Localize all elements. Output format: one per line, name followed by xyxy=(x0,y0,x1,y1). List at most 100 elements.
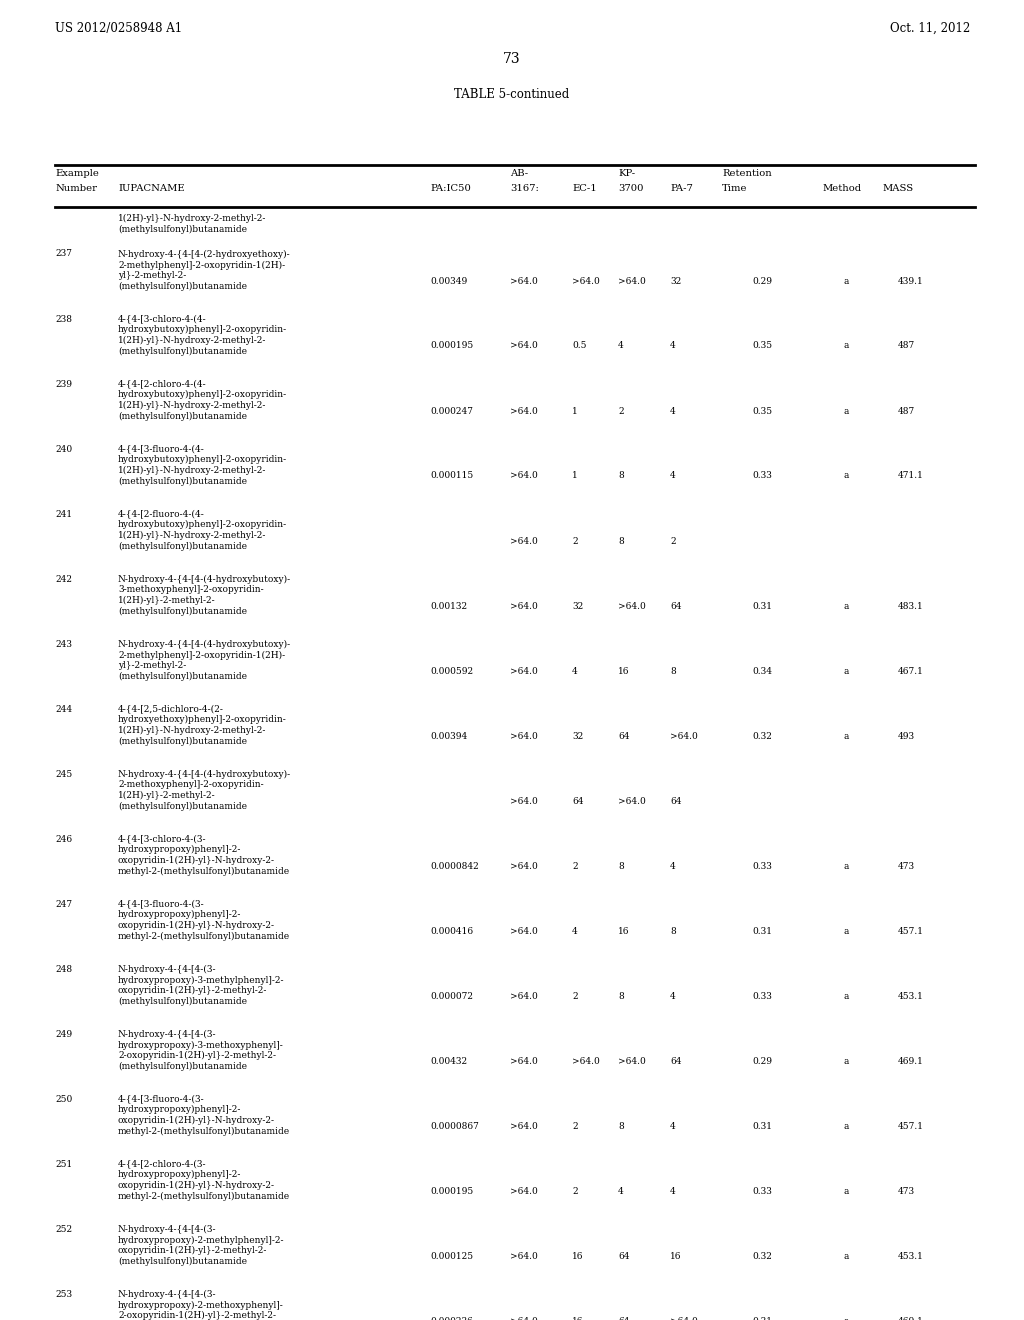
Text: N-hydroxy-4-{4-[4-(3-
hydroxypropoxy)-3-methylphenyl]-2-
oxopyridin-1(2H)-yl}-2-: N-hydroxy-4-{4-[4-(3- hydroxypropoxy)-3-… xyxy=(118,965,285,1006)
Text: 4-{4-[2-fluoro-4-(4-
hydroxybutoxy)phenyl]-2-oxopyridin-
1(2H)-yl}-N-hydroxy-2-m: 4-{4-[2-fluoro-4-(4- hydroxybutoxy)pheny… xyxy=(118,510,287,552)
Text: 3167:: 3167: xyxy=(510,185,539,193)
Text: 4: 4 xyxy=(670,1187,676,1196)
Text: a: a xyxy=(843,991,848,1001)
Text: 8: 8 xyxy=(670,927,676,936)
Text: 252: 252 xyxy=(55,1225,72,1233)
Text: 64: 64 xyxy=(572,796,584,805)
Text: N-hydroxy-4-{4-[4-(2-hydroxyethoxy)-
2-methylphenyl]-2-oxopyridin-1(2H)-
yl}-2-m: N-hydroxy-4-{4-[4-(2-hydroxyethoxy)- 2-m… xyxy=(118,249,291,292)
Text: 0.31: 0.31 xyxy=(752,1316,772,1320)
Text: >64.0: >64.0 xyxy=(510,471,538,480)
Text: 2: 2 xyxy=(670,536,676,545)
Text: 469.1: 469.1 xyxy=(898,1056,924,1065)
Text: 0.35: 0.35 xyxy=(752,407,772,416)
Text: MASS: MASS xyxy=(882,185,913,193)
Text: 0.31: 0.31 xyxy=(752,602,772,611)
Text: a: a xyxy=(843,1316,848,1320)
Text: 64: 64 xyxy=(618,1251,630,1261)
Text: 1: 1 xyxy=(572,471,578,480)
Text: a: a xyxy=(843,471,848,480)
Text: 469.1: 469.1 xyxy=(898,1316,924,1320)
Text: >64.0: >64.0 xyxy=(510,991,538,1001)
Text: 16: 16 xyxy=(670,1251,682,1261)
Text: 0.0000842: 0.0000842 xyxy=(430,862,479,870)
Text: a: a xyxy=(843,602,848,611)
Text: 457.1: 457.1 xyxy=(898,927,924,936)
Text: >64.0: >64.0 xyxy=(670,731,697,741)
Text: 8: 8 xyxy=(618,862,624,870)
Text: Number: Number xyxy=(55,185,97,193)
Text: a: a xyxy=(843,731,848,741)
Text: 240: 240 xyxy=(55,445,72,454)
Text: 439.1: 439.1 xyxy=(898,276,924,285)
Text: 4: 4 xyxy=(670,471,676,480)
Text: 0.000416: 0.000416 xyxy=(430,927,473,936)
Text: 1(2H)-yl}-N-hydroxy-2-methyl-2-
(methylsulfonyl)butanamide: 1(2H)-yl}-N-hydroxy-2-methyl-2- (methyls… xyxy=(118,214,266,234)
Text: 0.00132: 0.00132 xyxy=(430,602,467,611)
Text: 243: 243 xyxy=(55,639,72,648)
Text: 0.32: 0.32 xyxy=(752,731,772,741)
Text: 0.29: 0.29 xyxy=(752,276,772,285)
Text: 0.29: 0.29 xyxy=(752,1056,772,1065)
Text: 4: 4 xyxy=(670,862,676,870)
Text: 4: 4 xyxy=(572,667,578,676)
Text: 64: 64 xyxy=(670,602,682,611)
Text: a: a xyxy=(843,1187,848,1196)
Text: 16: 16 xyxy=(618,667,630,676)
Text: 0.35: 0.35 xyxy=(752,342,772,351)
Text: >64.0: >64.0 xyxy=(618,796,646,805)
Text: 253: 253 xyxy=(55,1290,72,1299)
Text: 2: 2 xyxy=(572,536,578,545)
Text: IUPACNAME: IUPACNAME xyxy=(118,185,184,193)
Text: a: a xyxy=(843,667,848,676)
Text: 0.000195: 0.000195 xyxy=(430,342,473,351)
Text: 471.1: 471.1 xyxy=(898,471,924,480)
Text: >64.0: >64.0 xyxy=(510,1316,538,1320)
Text: 248: 248 xyxy=(55,965,72,974)
Text: N-hydroxy-4-{4-[4-(4-hydroxybutoxy)-
2-methylphenyl]-2-oxopyridin-1(2H)-
yl}-2-m: N-hydroxy-4-{4-[4-(4-hydroxybutoxy)- 2-m… xyxy=(118,639,291,681)
Text: 467.1: 467.1 xyxy=(898,667,924,676)
Text: 8: 8 xyxy=(618,536,624,545)
Text: US 2012/0258948 A1: US 2012/0258948 A1 xyxy=(55,22,182,36)
Text: >64.0: >64.0 xyxy=(572,1056,600,1065)
Text: 238: 238 xyxy=(55,314,72,323)
Text: 64: 64 xyxy=(618,1316,630,1320)
Text: 244: 244 xyxy=(55,705,72,714)
Text: a: a xyxy=(843,276,848,285)
Text: 8: 8 xyxy=(618,471,624,480)
Text: 0.000115: 0.000115 xyxy=(430,471,473,480)
Text: PA-7: PA-7 xyxy=(670,185,693,193)
Text: 32: 32 xyxy=(670,276,681,285)
Text: N-hydroxy-4-{4-[4-(3-
hydroxypropoxy)-2-methoxyphenyl]-
2-oxopyridin-1(2H)-yl}-2: N-hydroxy-4-{4-[4-(3- hydroxypropoxy)-2-… xyxy=(118,1290,284,1320)
Text: >64.0: >64.0 xyxy=(510,731,538,741)
Text: 4: 4 xyxy=(670,342,676,351)
Text: 487: 487 xyxy=(898,342,915,351)
Text: Oct. 11, 2012: Oct. 11, 2012 xyxy=(890,22,970,36)
Text: 0.33: 0.33 xyxy=(752,471,772,480)
Text: 241: 241 xyxy=(55,510,72,519)
Text: 16: 16 xyxy=(572,1251,584,1261)
Text: >64.0: >64.0 xyxy=(510,602,538,611)
Text: 4-{4-[2-chloro-4-(3-
hydroxypropoxy)phenyl]-2-
oxopyridin-1(2H)-yl}-N-hydroxy-2-: 4-{4-[2-chloro-4-(3- hydroxypropoxy)phen… xyxy=(118,1159,290,1201)
Text: 239: 239 xyxy=(55,380,72,388)
Text: 4-{4-[3-chloro-4-(4-
hydroxybutoxy)phenyl]-2-oxopyridin-
1(2H)-yl}-N-hydroxy-2-m: 4-{4-[3-chloro-4-(4- hydroxybutoxy)pheny… xyxy=(118,314,287,356)
Text: >64.0: >64.0 xyxy=(510,927,538,936)
Text: Method: Method xyxy=(822,185,861,193)
Text: 64: 64 xyxy=(618,731,630,741)
Text: 8: 8 xyxy=(618,1122,624,1130)
Text: 0.32: 0.32 xyxy=(752,1251,772,1261)
Text: 487: 487 xyxy=(898,407,915,416)
Text: 3700: 3700 xyxy=(618,185,643,193)
Text: 0.000195: 0.000195 xyxy=(430,1187,473,1196)
Text: Retention: Retention xyxy=(722,169,772,178)
Text: 16: 16 xyxy=(572,1316,584,1320)
Text: N-hydroxy-4-{4-[4-(3-
hydroxypropoxy)-3-methoxyphenyl]-
2-oxopyridin-1(2H)-yl}-2: N-hydroxy-4-{4-[4-(3- hydroxypropoxy)-3-… xyxy=(118,1030,284,1072)
Text: 0.5: 0.5 xyxy=(572,342,587,351)
Text: 0.000125: 0.000125 xyxy=(430,1251,473,1261)
Text: N-hydroxy-4-{4-[4-(3-
hydroxypropoxy)-2-methylphenyl]-2-
oxopyridin-1(2H)-yl}-2-: N-hydroxy-4-{4-[4-(3- hydroxypropoxy)-2-… xyxy=(118,1225,285,1266)
Text: 4-{4-[2,5-dichloro-4-(2-
hydroxyethoxy)phenyl]-2-oxopyridin-
1(2H)-yl}-N-hydroxy: 4-{4-[2,5-dichloro-4-(2- hydroxyethoxy)p… xyxy=(118,705,287,746)
Text: 8: 8 xyxy=(670,667,676,676)
Text: 16: 16 xyxy=(618,927,630,936)
Text: >64.0: >64.0 xyxy=(510,536,538,545)
Text: 245: 245 xyxy=(55,770,73,779)
Text: 0.33: 0.33 xyxy=(752,862,772,870)
